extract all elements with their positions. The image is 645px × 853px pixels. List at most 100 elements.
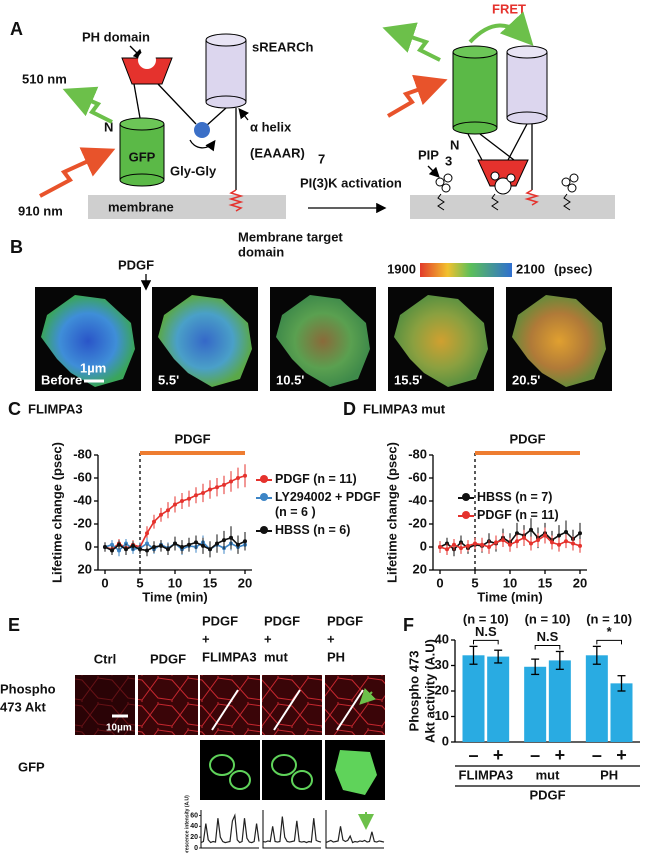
- row-label: 473 Akt: [0, 699, 46, 714]
- legend-symbol: [256, 523, 272, 537]
- label: 910 nm: [18, 203, 63, 218]
- legend: PDGF (n = 11) LY294002 + PDGF (n = 6 ) HBS…: [256, 472, 386, 541]
- data-point: [145, 541, 149, 546]
- gfp-cell: [271, 754, 297, 776]
- data-point: [473, 541, 477, 546]
- y-axis-label: Lifetime change (psec): [384, 442, 399, 583]
- significance-bracket: [473, 639, 499, 645]
- legend-dot: [260, 526, 268, 534]
- legend-dot: [462, 493, 470, 501]
- data-point: [138, 547, 142, 552]
- data-point: [508, 542, 512, 547]
- data-point: [187, 542, 191, 547]
- data-point: [152, 545, 156, 549]
- profile: [200, 813, 260, 844]
- stimulus-label: PDGF: [174, 431, 210, 446]
- data-point: [215, 541, 219, 546]
- y-tick-label: -40: [408, 492, 427, 507]
- profile: [262, 816, 322, 844]
- group-label: mut: [536, 767, 561, 782]
- y-tick-label: 40: [435, 631, 449, 646]
- data-point: [494, 540, 498, 545]
- data-point: [438, 545, 442, 549]
- data-point: [152, 519, 156, 524]
- legend-symbol: [458, 508, 474, 522]
- legend-entry: HBSS (n = 7): [458, 490, 588, 505]
- bar: [585, 655, 608, 742]
- gfp-cell: [209, 754, 235, 776]
- y-tick-label: 0: [442, 733, 449, 748]
- x-tick-label: +: [555, 745, 566, 765]
- legend-entry: LY294002 + PDGF (n = 6 ): [256, 490, 386, 520]
- panel-label: C: [8, 399, 21, 419]
- data-point: [522, 535, 526, 540]
- data-point: [236, 542, 240, 547]
- data-point: [229, 535, 233, 540]
- scale-bar-label: 1µm: [80, 360, 106, 375]
- row-label: GFP: [18, 759, 45, 774]
- data-point: [145, 548, 149, 553]
- data-point: [529, 541, 533, 546]
- panel-label: F: [403, 615, 414, 635]
- data-point: [578, 543, 582, 548]
- n-label: (n = 10): [463, 611, 509, 626]
- cell-image: [394, 295, 488, 387]
- label: GFP: [129, 149, 156, 164]
- data-point: [243, 539, 247, 544]
- data-point: [557, 533, 561, 538]
- image-gfp: [200, 740, 260, 800]
- profile: [325, 826, 385, 844]
- data-point: [117, 542, 121, 547]
- data-point: [480, 542, 484, 547]
- data-point: [194, 493, 198, 498]
- column-label: FLIMPA3: [202, 649, 257, 664]
- stimulus-label: PDGF: [509, 431, 545, 446]
- data-point: [564, 530, 568, 535]
- panel-label: A: [10, 19, 23, 39]
- data-point: [159, 512, 163, 517]
- data-point: [550, 540, 554, 545]
- y-axis-label: Fluorescence intensity (A.U): [184, 795, 190, 853]
- column-label: PDGF: [264, 613, 300, 628]
- colorbar-unit: (psec): [554, 261, 592, 276]
- label: PH domain: [82, 29, 150, 44]
- label: PI(3)K activation: [300, 175, 402, 190]
- x-tick-label: 5: [471, 575, 478, 590]
- cell-image: [512, 295, 606, 387]
- y-tick-label: 0: [85, 538, 92, 553]
- x-axis-label: Time (min): [477, 589, 543, 604]
- data-point: [452, 542, 456, 547]
- panel-label: E: [8, 615, 20, 635]
- gfp-cell: [335, 750, 377, 795]
- gfp-cell: [229, 770, 251, 790]
- data-point: [173, 541, 177, 546]
- x-tick-label: 10: [168, 575, 182, 590]
- diagram-a: A PH domain sREARCh GFP N Gly-Gly α heli…: [10, 1, 615, 259]
- y-tick-label: -20: [73, 515, 92, 530]
- legend-label: LY294002 + PDGF (n = 6 ): [275, 490, 381, 519]
- y-tick-label: -60: [73, 469, 92, 484]
- x-tick-label: 10: [503, 575, 517, 590]
- data-point: [145, 531, 149, 536]
- cell-image: [276, 295, 370, 387]
- column-label: PDGF: [150, 651, 186, 666]
- data-point: [173, 502, 177, 507]
- label: 7: [318, 151, 325, 166]
- y-tick-label: 0: [420, 538, 427, 553]
- data-point: [166, 508, 170, 513]
- column-label: Ctrl: [94, 651, 116, 666]
- frame-label: 5.5': [158, 372, 179, 387]
- label: 510 nm: [22, 71, 67, 86]
- data-point: [208, 547, 212, 552]
- chart-title: FLIMPA3 mut: [363, 401, 446, 416]
- panel-label: D: [343, 399, 356, 419]
- data-point: [201, 543, 205, 548]
- group-label: FLIMPA3: [459, 767, 514, 782]
- y-tick-label: 20: [190, 834, 198, 841]
- data-point: [159, 543, 163, 548]
- data-point: [124, 547, 128, 552]
- legend: HBSS (n = 7) PDGF (n = 11): [458, 490, 588, 526]
- data-point: [201, 490, 205, 495]
